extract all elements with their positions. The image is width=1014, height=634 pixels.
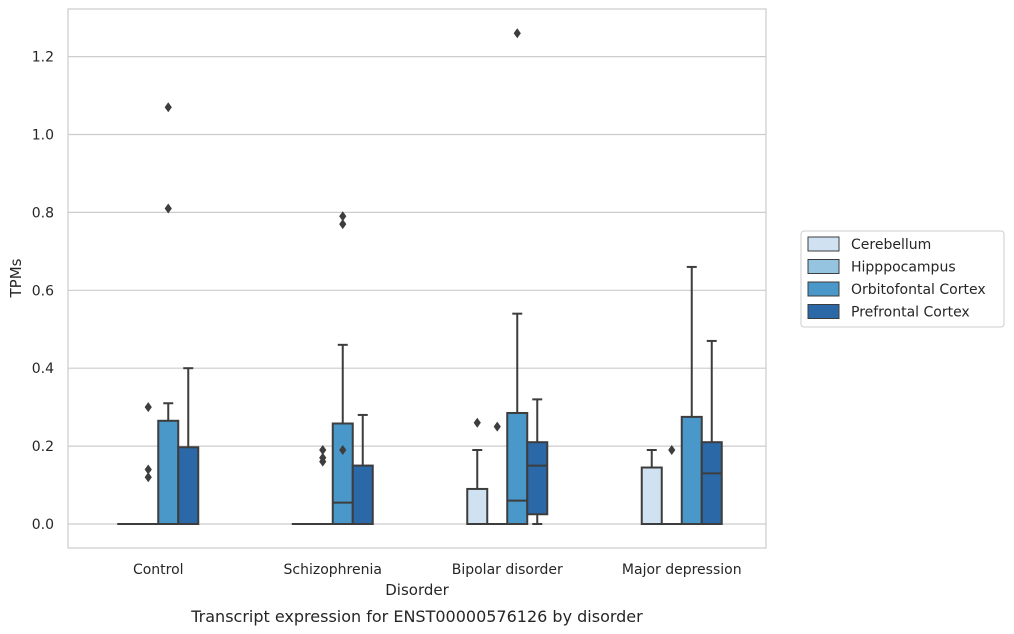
x-tick-label: Major depression (622, 562, 742, 578)
outlier-point (513, 28, 521, 39)
outlier-point (164, 203, 172, 214)
box (526, 441, 549, 516)
legend-swatch (807, 236, 840, 252)
x-axis-label: Disorder (385, 581, 449, 599)
legend-swatch (807, 304, 840, 319)
box (506, 411, 529, 525)
y-axis-label: TPMs (7, 258, 25, 298)
outlier-point (339, 219, 347, 230)
box (680, 415, 703, 526)
box-series (117, 28, 723, 526)
outlier-point (144, 402, 152, 413)
legend-label: Cerebellum (851, 237, 931, 253)
legend-label: Hipppocampus (851, 260, 956, 276)
outlier-point (668, 444, 676, 455)
box-group (177, 367, 200, 525)
outlier-point (339, 444, 347, 455)
y-tick-label: 0.2 (32, 439, 54, 455)
outlier-point (339, 211, 347, 222)
box (466, 487, 489, 526)
outlier-point (164, 102, 172, 113)
legend: Cerebellum Hipppocampus Orbitofontal Corte… (800, 230, 1005, 328)
box-group (640, 448, 663, 525)
y-tick-label: 0.4 (32, 361, 54, 377)
box (351, 464, 374, 526)
legend-frame (800, 230, 1005, 328)
box (700, 441, 723, 525)
outlier-point (319, 452, 327, 463)
x-tick-label: Schizophrenia (284, 562, 382, 578)
box (177, 446, 200, 525)
box (331, 422, 354, 525)
chart-caption: Transcript expression for ENST0000057612… (190, 607, 643, 626)
legend-label: Prefrontal Cortex (851, 305, 970, 321)
box-group (526, 398, 549, 525)
box-group (351, 413, 374, 526)
plot-frame (67, 8, 767, 549)
y-tick-label: 1.0 (32, 128, 54, 144)
box-group (466, 417, 489, 526)
x-tick-label: Control (133, 562, 184, 578)
outlier-point (493, 421, 501, 432)
legend-swatch (807, 281, 840, 297)
legend-swatch (807, 259, 840, 274)
y-tick-label: 1.2 (32, 50, 54, 66)
outlier-point (144, 464, 152, 475)
y-tick-label: 0.8 (32, 205, 54, 221)
box (157, 419, 180, 525)
box-group (680, 265, 703, 526)
y-tick-label: 0.0 (32, 517, 54, 533)
y-tick-labels: 0.0 0.2 0.4 0.6 0.8 1.0 1.2 (32, 50, 54, 533)
box-group (331, 211, 354, 525)
box-group (700, 339, 723, 525)
box (640, 466, 663, 525)
outlier-point (144, 472, 152, 483)
legend-label: Orbitofontal Cortex (851, 282, 986, 298)
x-tick-labels: Control Schizophrenia Bipolar disorder Majo… (133, 562, 742, 578)
outlier-point (473, 417, 481, 428)
outlier-point (319, 444, 327, 455)
x-tick-label: Bipolar disorder (452, 562, 563, 578)
y-tick-label: 0.6 (32, 283, 54, 299)
